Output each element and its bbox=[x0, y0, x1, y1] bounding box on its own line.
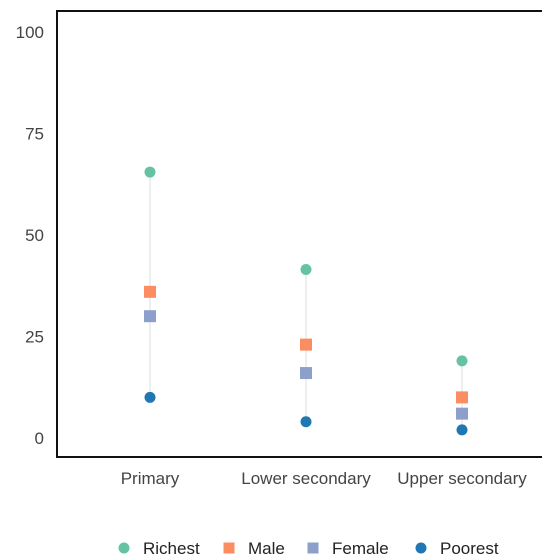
legend-marker-female bbox=[307, 542, 319, 554]
legend-label-poorest: Poorest bbox=[440, 539, 499, 558]
x-axis-ticks: Primary Lower secondary Upper secondary bbox=[121, 469, 528, 488]
marker-richest-0 bbox=[144, 166, 156, 178]
marker-male-2 bbox=[456, 391, 468, 404]
legend-label-female: Female bbox=[332, 539, 389, 558]
y-tick-label-50: 50 bbox=[25, 226, 44, 245]
marker-male-0 bbox=[144, 285, 156, 298]
marker-female-2 bbox=[456, 407, 468, 420]
legend: Richest Male Female Poorest bbox=[118, 539, 499, 558]
marker-poorest-1 bbox=[300, 416, 312, 428]
x-tick-label-2: Upper secondary bbox=[397, 469, 527, 488]
legend-label-male: Male bbox=[248, 539, 285, 558]
marker-female-0 bbox=[144, 310, 156, 323]
y-tick-label-75: 75 bbox=[25, 125, 44, 144]
legend-marker-male bbox=[223, 542, 235, 554]
marker-male-1 bbox=[300, 338, 312, 351]
y-axis-ticks: 0 25 50 75 100 bbox=[16, 23, 44, 448]
x-tick-label-1: Lower secondary bbox=[241, 469, 371, 488]
y-tick-label-100: 100 bbox=[16, 23, 44, 42]
legend-label-richest: Richest bbox=[143, 539, 200, 558]
range-lines bbox=[149, 172, 463, 430]
marker-poorest-0 bbox=[144, 391, 156, 403]
marker-richest-2 bbox=[456, 355, 468, 367]
legend-marker-poorest bbox=[415, 542, 427, 554]
y-tick-label-25: 25 bbox=[25, 328, 44, 347]
marker-female-1 bbox=[300, 367, 312, 380]
legend-marker-richest bbox=[118, 542, 130, 554]
y-tick-label-0: 0 bbox=[35, 429, 44, 448]
data-markers bbox=[144, 166, 468, 436]
x-tick-label-0: Primary bbox=[121, 469, 180, 488]
marker-poorest-2 bbox=[456, 424, 468, 436]
marker-richest-1 bbox=[300, 264, 312, 276]
plot-frame bbox=[56, 10, 542, 458]
